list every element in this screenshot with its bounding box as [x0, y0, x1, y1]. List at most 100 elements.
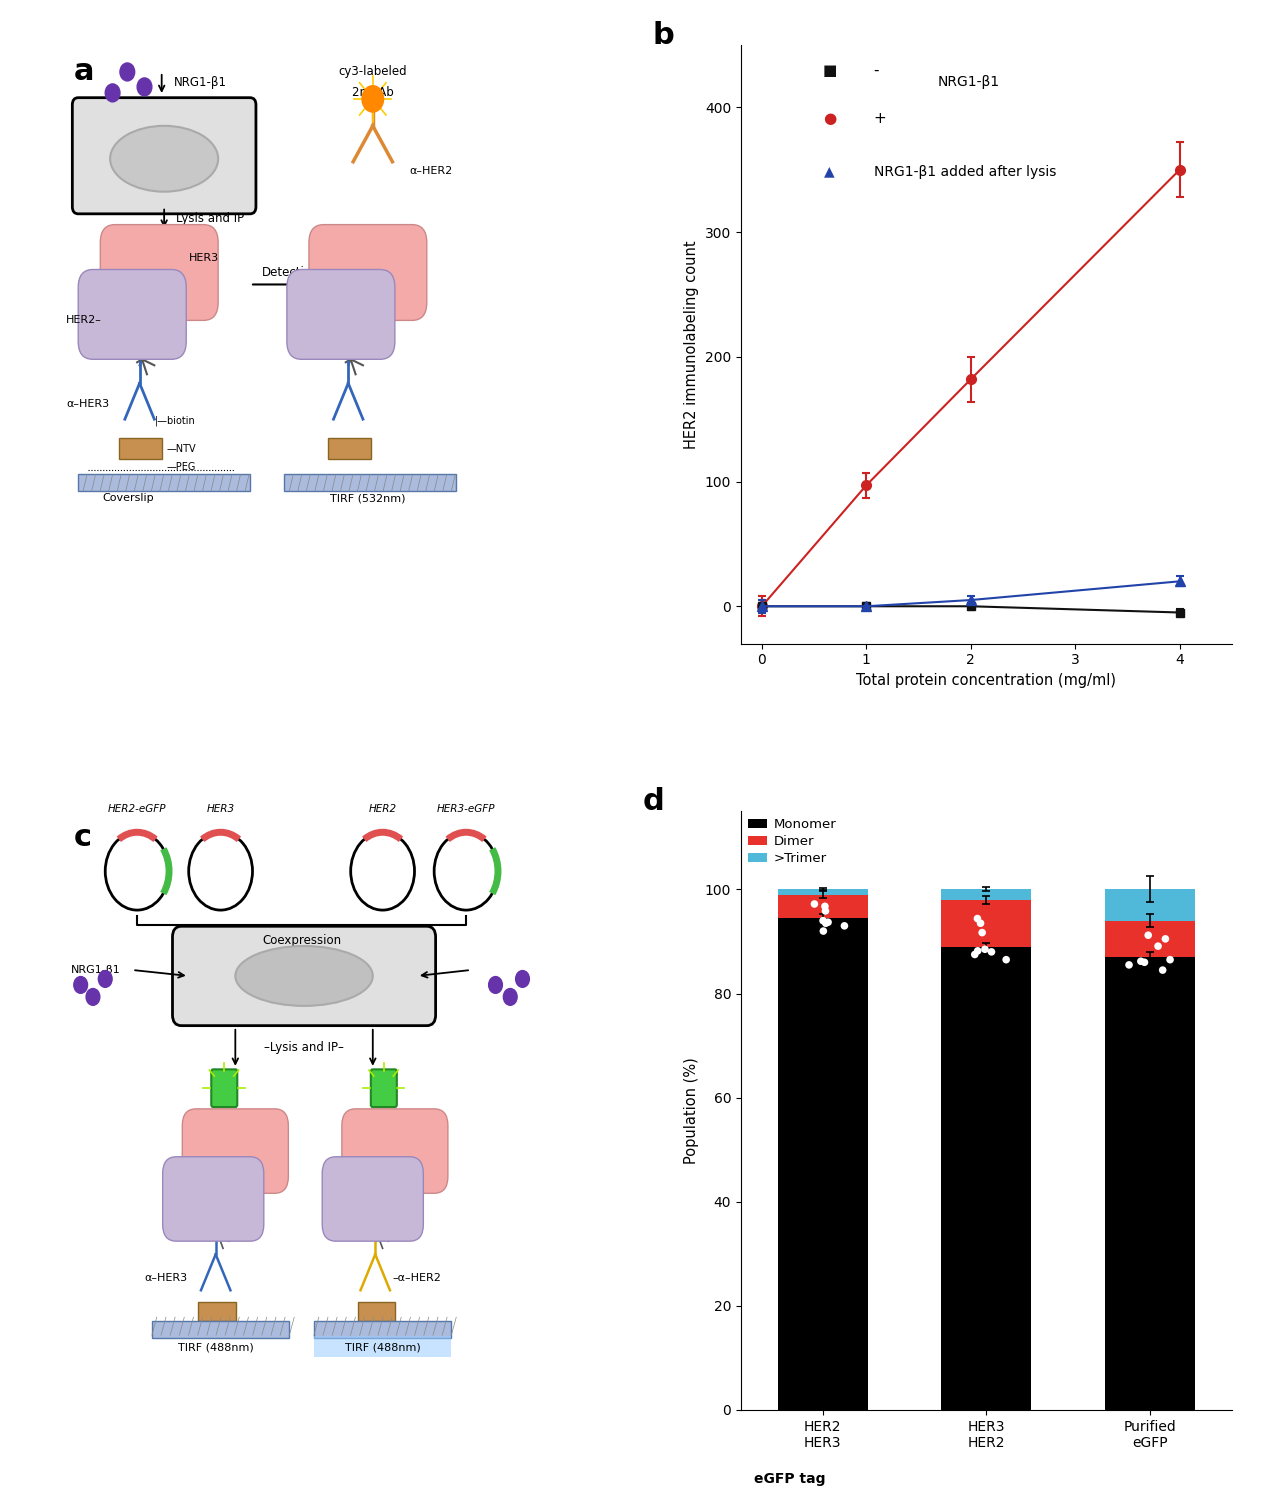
Text: +: +: [874, 111, 886, 126]
Text: HER2–: HER2–: [66, 315, 102, 326]
Circle shape: [74, 976, 88, 993]
Point: [815, 910, 836, 934]
Circle shape: [503, 988, 517, 1005]
FancyBboxPatch shape: [100, 225, 218, 321]
Text: NRG1-β1: NRG1-β1: [174, 75, 227, 88]
Bar: [284, 474, 456, 490]
Bar: [314, 1322, 451, 1338]
Circle shape: [137, 78, 152, 96]
Point: [1156, 927, 1176, 951]
FancyBboxPatch shape: [198, 1302, 236, 1322]
Point: [1152, 958, 1172, 982]
Text: ▲: ▲: [824, 165, 834, 178]
Text: Lysis and IP: Lysis and IP: [177, 211, 245, 225]
Text: HER2-eGFP: HER2-eGFP: [108, 804, 166, 814]
Text: eGFP tag: eGFP tag: [754, 1473, 826, 1486]
Text: Detection: Detection: [263, 266, 320, 279]
Text: HER3: HER3: [207, 804, 235, 814]
Text: NRG1-β1: NRG1-β1: [71, 964, 121, 975]
FancyBboxPatch shape: [358, 1302, 395, 1322]
Text: ●: ●: [823, 111, 836, 126]
Point: [815, 898, 836, 922]
Bar: [1105, 890, 1195, 921]
FancyBboxPatch shape: [342, 1108, 448, 1194]
Bar: [941, 900, 1031, 946]
Circle shape: [489, 976, 503, 993]
FancyBboxPatch shape: [328, 438, 371, 459]
Circle shape: [362, 86, 384, 112]
Y-axis label: HER2 immunolabeling count: HER2 immunolabeling count: [685, 240, 700, 448]
Point: [975, 938, 996, 962]
Text: —NTV: —NTV: [166, 444, 197, 454]
FancyBboxPatch shape: [309, 225, 427, 321]
Point: [996, 948, 1016, 972]
Bar: [941, 946, 1031, 1410]
FancyBboxPatch shape: [119, 438, 163, 459]
Text: b: b: [653, 21, 674, 50]
Legend: Monomer, Dimer, >Trimer: Monomer, Dimer, >Trimer: [748, 818, 837, 866]
Text: TIRF (488nm): TIRF (488nm): [178, 1342, 254, 1352]
Text: Coexpression: Coexpression: [262, 934, 342, 946]
Y-axis label: Population (%): Population (%): [685, 1058, 700, 1164]
Point: [1119, 952, 1139, 976]
Point: [804, 892, 824, 916]
Bar: [941, 890, 1031, 900]
FancyBboxPatch shape: [287, 270, 395, 360]
Point: [1134, 951, 1154, 975]
Text: –Lysis and IP–: –Lysis and IP–: [264, 1041, 344, 1054]
Text: HER3-eGFP: HER3-eGFP: [437, 804, 495, 814]
Bar: [152, 1322, 290, 1338]
Bar: [1105, 921, 1195, 957]
Point: [1160, 948, 1180, 972]
Point: [818, 910, 838, 934]
Circle shape: [86, 988, 100, 1005]
Text: TIRF (488nm): TIRF (488nm): [344, 1342, 420, 1352]
FancyBboxPatch shape: [72, 98, 257, 214]
Text: α–HER2: α–HER2: [410, 165, 453, 176]
Circle shape: [105, 833, 169, 910]
Text: –α–HER2: –α–HER2: [392, 1274, 441, 1284]
Text: α–HER3: α–HER3: [145, 1274, 188, 1284]
Point: [813, 920, 833, 944]
Text: d: d: [643, 788, 664, 816]
Text: NRG1-β1 added after lysis: NRG1-β1 added after lysis: [874, 165, 1055, 178]
FancyBboxPatch shape: [163, 1156, 264, 1240]
Text: cy3-labeled: cy3-labeled: [339, 66, 408, 78]
Circle shape: [98, 970, 112, 987]
Circle shape: [119, 63, 135, 81]
Point: [968, 939, 988, 963]
Bar: [1105, 957, 1195, 1410]
Circle shape: [189, 833, 253, 910]
FancyBboxPatch shape: [173, 927, 436, 1026]
Point: [968, 906, 988, 930]
Text: -: -: [874, 63, 879, 78]
Point: [982, 940, 1002, 964]
Text: HER3: HER3: [189, 252, 218, 262]
Point: [970, 910, 991, 934]
Point: [1138, 922, 1158, 946]
Text: c: c: [74, 824, 91, 852]
Text: –HEK293T–: –HEK293T–: [272, 969, 337, 982]
Ellipse shape: [110, 126, 218, 192]
Circle shape: [351, 833, 414, 910]
Text: TIRF (532nm): TIRF (532nm): [330, 494, 405, 502]
Point: [965, 942, 986, 966]
Point: [1130, 950, 1151, 974]
Bar: [777, 894, 867, 918]
Circle shape: [105, 84, 119, 102]
Text: ■: ■: [822, 63, 837, 78]
Text: SKBR3: SKBR3: [144, 153, 185, 165]
Ellipse shape: [235, 946, 373, 1006]
X-axis label: Total protein concentration (mg/ml): Total protein concentration (mg/ml): [856, 674, 1116, 688]
Circle shape: [434, 833, 498, 910]
Text: HER2: HER2: [368, 804, 396, 814]
Point: [1148, 934, 1168, 958]
Text: 2nd Ab: 2nd Ab: [352, 87, 394, 99]
Bar: [777, 890, 867, 894]
Point: [815, 894, 836, 918]
FancyBboxPatch shape: [323, 1156, 423, 1240]
Bar: [777, 918, 867, 1410]
Point: [834, 914, 855, 938]
Text: —PEG: —PEG: [166, 462, 196, 472]
Text: a: a: [74, 57, 94, 86]
